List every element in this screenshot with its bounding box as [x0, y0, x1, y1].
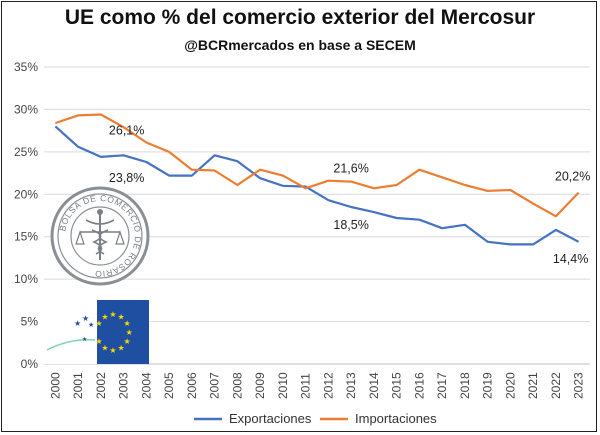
- data-label: 20,2%: [555, 170, 590, 184]
- eu-star-icon: ★: [123, 319, 130, 328]
- svg-text:★: ★: [88, 321, 94, 329]
- svg-text:★: ★: [74, 319, 81, 328]
- x-tick-label: 2016: [412, 372, 426, 399]
- gridlines: [44, 66, 590, 365]
- y-tick-label: 10%: [14, 272, 38, 286]
- eu-star-icon: ★: [123, 337, 130, 346]
- eu-star-icon: ★: [109, 346, 116, 355]
- x-tick-label: 2013: [344, 372, 358, 399]
- x-tick-label: 2000: [48, 372, 62, 399]
- x-tick-label: 2023: [572, 372, 586, 399]
- x-axis-labels: 2000 2001 2002 2003 2004 2005 2006 2007 2008 2009…: [48, 372, 585, 399]
- chart-subtitle: @BCRmercados en base a SECEM: [184, 37, 416, 53]
- eu-star-icon: ★: [101, 344, 108, 353]
- x-tick-label: 2011: [299, 373, 313, 399]
- x-tick-label: 2014: [367, 372, 381, 399]
- data-label: 26,1%: [109, 124, 144, 138]
- x-tick-label: 2019: [481, 372, 495, 399]
- legend: Exportaciones Importaciones: [194, 411, 437, 426]
- eu-star-icon: ★: [95, 319, 102, 328]
- y-tick-label: 20%: [14, 187, 38, 201]
- x-tick-label: 2002: [94, 372, 108, 399]
- x-tick-label: 2015: [390, 372, 404, 399]
- x-tick-label: 2017: [435, 372, 449, 399]
- y-tick-label: 15%: [14, 230, 38, 244]
- y-tick-label: 35%: [14, 60, 38, 74]
- chart-title: UE como % del comercio exterior del Merc…: [64, 6, 536, 29]
- x-tick-label: 2020: [503, 372, 517, 399]
- y-tick-label: 0%: [21, 357, 39, 371]
- x-tick-label: 2003: [117, 372, 131, 399]
- eu-star-icon: ★: [109, 310, 116, 319]
- svg-text:★: ★: [82, 314, 89, 323]
- eu-star-icon: ★: [118, 344, 125, 353]
- eu-flag-stars: ★ ★★★★★★★★★★: [95, 310, 132, 355]
- x-tick-label: 2010: [276, 372, 290, 399]
- y-tick-label: 5%: [21, 315, 39, 329]
- svg-text:★: ★: [82, 336, 87, 343]
- legend-label-importaciones: Importaciones: [355, 411, 437, 426]
- series-line-exportaciones: [54, 125, 580, 246]
- y-tick-label: 25%: [14, 145, 38, 159]
- x-tick-label: 2012: [321, 372, 335, 399]
- y-tick-label: 30%: [14, 102, 38, 116]
- eu-flag-image: ★ ★ ★ ★ ★ ★★★★★★★★★★: [43, 298, 149, 364]
- series-line-importaciones: [55, 113, 580, 218]
- legend-label-exportaciones: Exportaciones: [229, 411, 312, 426]
- data-label: 21,6%: [333, 162, 368, 176]
- x-tick-label: 2022: [549, 372, 563, 399]
- x-tick-label: 2009: [253, 372, 267, 399]
- data-label: 23,8%: [109, 171, 144, 185]
- x-tick-label: 2006: [185, 372, 199, 399]
- x-tick-label: 2008: [230, 372, 244, 399]
- eu-star-icon: ★: [95, 337, 102, 346]
- x-tick-label: 2001: [71, 372, 85, 399]
- x-tick-label: 2007: [208, 372, 222, 399]
- data-label: 14,4%: [553, 252, 588, 266]
- x-tick-label: 2005: [162, 372, 176, 399]
- x-tick-label: 2018: [458, 372, 472, 399]
- eu-star-icon: ★: [126, 328, 133, 337]
- eu-star-icon: ★: [118, 312, 125, 321]
- y-axis-labels: 0% 5% 10% 15% 20% 25% 30% 35%: [14, 60, 38, 371]
- bolsa-comercio-rosario-seal: BOLSA DE COMERCIO DE ROSARIO: [50, 186, 150, 286]
- data-label: 18,5%: [333, 218, 368, 232]
- x-tick-label: 2004: [139, 372, 153, 399]
- x-tick-label: 2021: [526, 372, 540, 399]
- series-lines: [54, 113, 580, 246]
- eu-flag: [97, 300, 149, 364]
- eu-star-icon: ★: [101, 312, 108, 321]
- data-labels: 26,1% 23,8% 21,6% 18,5% 20,2% 14,4%: [109, 124, 590, 266]
